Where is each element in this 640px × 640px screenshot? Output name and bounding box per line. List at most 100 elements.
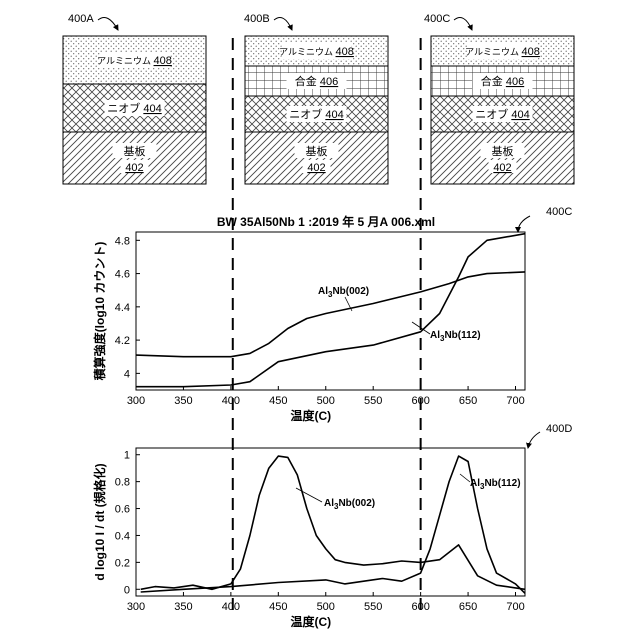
pointer-arrow-icon (98, 18, 118, 30)
annotation-text: Nb(002) (338, 498, 375, 509)
x-tick-label: 650 (459, 395, 477, 407)
series-annotation: Al3Nb(112) (470, 478, 521, 491)
annotation-text: Nb(112) (444, 330, 480, 341)
y-tick-label: 0 (124, 584, 130, 596)
layer-name: アルミニウム (279, 47, 335, 57)
stack-id-label: 400A (68, 13, 94, 25)
series-line-1 (141, 456, 525, 593)
stack-label: 400A (68, 13, 118, 30)
stack-400A: 400A アルミニウム 408 ニオブ 404 402 基板 (63, 13, 206, 184)
annotation-text: Nb(112) (484, 478, 520, 489)
layer-name: 基板 (124, 144, 146, 158)
layer-label: ニオブ 404 (475, 107, 529, 121)
layer-name: ニオブ (475, 107, 511, 121)
chart-top-ref: 400C (518, 206, 572, 232)
x-tick-label: 400 (222, 601, 240, 613)
y-axis-label: 積算強度(log10 カウント) (92, 242, 107, 382)
stack-400B: 400B アルミニウム 408 合金 406 ニオブ 404 402 基板 (244, 13, 388, 184)
x-tick-label: 350 (174, 601, 192, 613)
layer-cross: ニオブ 404 (63, 84, 206, 132)
layer-diag: 402 基板 (63, 132, 206, 184)
layer-label: 合金 406 (295, 74, 338, 88)
layer-ref: 408 (336, 46, 354, 58)
annotation-text: Al (470, 478, 480, 489)
layer-ref: 408 (154, 55, 172, 67)
layer-label: ニオブ 404 (289, 107, 343, 121)
stack-id-label: 400C (424, 13, 450, 25)
layer-name: アルミニウム (465, 47, 521, 57)
x-tick-label: 700 (506, 601, 524, 613)
pointer-arrow-icon (518, 216, 530, 232)
series-line-1 (136, 234, 525, 387)
series-annotation: Al3Nb(002) (318, 286, 369, 299)
annotation-leader (460, 474, 470, 482)
x-tick-label: 500 (317, 601, 335, 613)
layer-dots: アルミニウム 408 (431, 36, 574, 66)
x-tick-label: 300 (127, 601, 145, 613)
y-tick-label: 4.4 (115, 302, 130, 314)
stack-label: 400B (244, 13, 292, 30)
layer-dots: アルミニウム 408 (63, 36, 206, 84)
y-axis-label: d log10 I / dt (規格化) (92, 463, 107, 580)
layer-name: 合金 (481, 74, 506, 88)
layer-ref: 404 (511, 109, 529, 121)
layer-name: ニオブ (289, 107, 325, 121)
stack-label: 400C (424, 13, 472, 30)
annotation-text: Al (430, 330, 440, 341)
chart-bottom-ref: 400D (528, 423, 572, 448)
y-tick-label: 4.6 (115, 269, 130, 281)
chart-ref-label: 400D (546, 423, 572, 435)
pointer-arrow-icon (274, 18, 292, 30)
layer-name: 基板 (306, 144, 328, 158)
chart-title: BW 35Al50Nb 1 :2019 年 5 月A 006.xml (217, 214, 435, 229)
layer-ref: 402 (125, 162, 143, 174)
layer-diag: 402 基板 (245, 132, 388, 184)
y-tick-label: 0.8 (115, 477, 130, 489)
layer-name: 基板 (492, 144, 514, 158)
x-tick-label: 550 (364, 601, 382, 613)
x-axis-label: 温度(C) (291, 614, 332, 629)
layer-ref: 404 (325, 109, 343, 121)
series-line-0 (141, 456, 525, 589)
layer-label: アルミニウム 408 (465, 46, 540, 58)
annotation-text: Al (318, 286, 328, 297)
layer-diag: 402基板 (431, 132, 574, 184)
layer-ref: 402 (307, 162, 325, 174)
x-tick-label: 400 (222, 395, 240, 407)
layer-ref: 408 (522, 46, 540, 58)
series-annotation: Al3Nb(112) (430, 330, 481, 343)
annotation-leader (296, 488, 322, 502)
y-tick-label: 4.8 (115, 235, 130, 247)
layer-cross: ニオブ 404 (431, 96, 574, 132)
x-tick-label: 550 (364, 395, 382, 407)
series-annotation: Al3Nb(002) (324, 498, 375, 511)
pointer-arrow-icon (454, 18, 472, 30)
layer-label: ニオブ 404 (107, 101, 161, 115)
plot-frame (136, 448, 525, 596)
layer-label: アルミニウム 408 (97, 55, 172, 67)
chart-ref-label: 400C (546, 206, 572, 218)
layer-label: アルミニウム 408 (279, 46, 354, 58)
chart-derivative: 30035040045050055060065070000.20.40.60.8… (92, 448, 525, 629)
layer-cross: ニオブ 404 (245, 96, 388, 132)
annotation-text: Nb(002) (332, 286, 369, 297)
x-axis-label: 温度(C) (291, 408, 332, 423)
layer-ref: 404 (143, 103, 161, 115)
plot-frame (136, 232, 525, 390)
y-tick-label: 0.6 (115, 504, 130, 516)
x-tick-label: 350 (174, 395, 192, 407)
layer-name: アルミニウム (97, 56, 153, 66)
stack-id-label: 400B (244, 13, 270, 25)
x-tick-label: 650 (459, 601, 477, 613)
x-tick-label: 450 (269, 601, 287, 613)
y-tick-label: 4 (124, 368, 130, 380)
series-line-0 (136, 272, 525, 357)
layer-grid: 合金 406 (245, 66, 388, 96)
y-tick-label: 1 (124, 450, 130, 462)
y-tick-label: 0.4 (115, 530, 130, 542)
stack-400C: 400C アルミニウム 408 合金 406 ニオブ 404 402基板 (424, 13, 574, 184)
x-tick-label: 450 (269, 395, 287, 407)
layer-name: ニオブ (107, 101, 143, 115)
layer-ref: 406 (506, 76, 524, 88)
